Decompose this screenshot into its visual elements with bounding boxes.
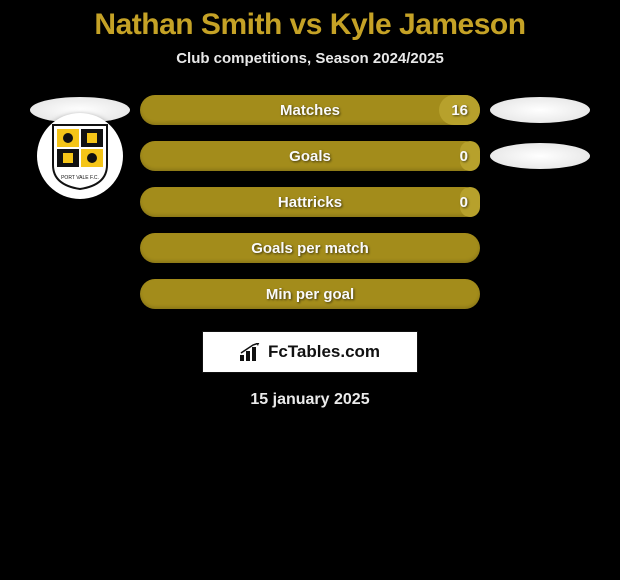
brand-text: FcTables.com <box>268 342 380 362</box>
infographic-container: Nathan Smith vs Kyle Jameson Club compet… <box>0 0 620 409</box>
right-side <box>480 143 600 169</box>
stat-label: Matches <box>140 102 480 119</box>
stat-label: Hattricks <box>140 194 480 211</box>
stat-bar: Min per goal <box>140 279 480 309</box>
chart-icon <box>240 343 262 361</box>
right-side <box>480 97 600 123</box>
brand-badge: FcTables.com <box>202 331 418 373</box>
stat-label: Goals <box>140 148 480 165</box>
stat-value-right: 0 <box>460 148 468 165</box>
stat-row: Goals per match <box>0 233 620 263</box>
page-subtitle: Club competitions, Season 2024/2025 <box>0 50 620 67</box>
club-crest-icon: PORT VALE F.C. <box>37 113 123 199</box>
stat-bar: Goals0 <box>140 141 480 171</box>
stat-row: PORT VALE F.C. Goals0 <box>0 141 620 171</box>
stats-block: Matches16 PORT VALE F.C. Goals0Hattricks… <box>0 95 620 309</box>
left-side: PORT VALE F.C. <box>20 113 140 199</box>
publish-date: 15 january 2025 <box>0 391 620 409</box>
svg-text:PORT VALE F.C.: PORT VALE F.C. <box>61 175 99 181</box>
club-oval-icon <box>490 97 590 123</box>
stat-bar: Matches16 <box>140 95 480 125</box>
club-oval-icon <box>490 143 590 169</box>
stat-bar: Goals per match <box>140 233 480 263</box>
stat-bar: Hattricks0 <box>140 187 480 217</box>
stat-label: Min per goal <box>140 286 480 303</box>
page-title: Nathan Smith vs Kyle Jameson <box>0 8 620 42</box>
stat-label: Goals per match <box>140 240 480 257</box>
stat-value-right: 0 <box>460 194 468 211</box>
stat-value-right: 16 <box>451 102 468 119</box>
stat-row: Min per goal <box>0 279 620 309</box>
